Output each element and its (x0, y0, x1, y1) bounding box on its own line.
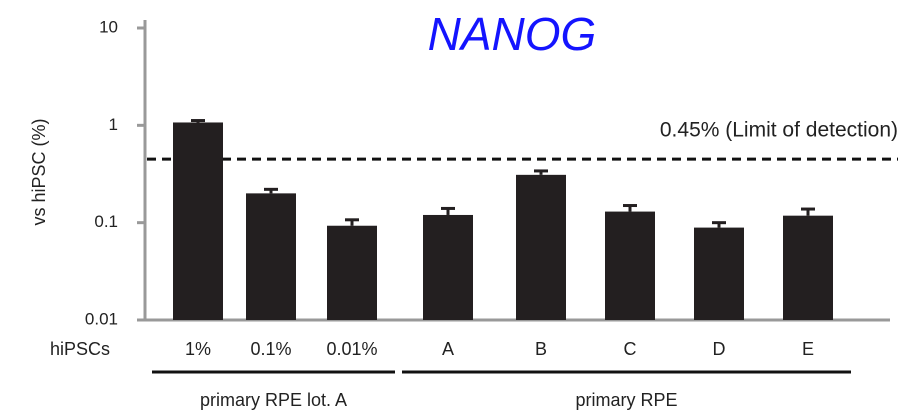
bar (605, 211, 655, 320)
y-tick-label: 1 (109, 115, 118, 134)
group-label: primary RPE (575, 390, 677, 410)
x-tick-label: B (535, 339, 547, 359)
y-axis-label: vs hiPSC (%) (29, 118, 49, 225)
y-tick-label: 0.01 (85, 309, 118, 328)
error-bar (345, 218, 359, 226)
bar (246, 193, 296, 320)
error-bar (191, 119, 205, 123)
bar (327, 225, 377, 320)
threshold-label: 0.45% (Limit of detection) (660, 119, 898, 142)
x-tick-label: 1% (185, 339, 211, 359)
y-tick-label: 10 (99, 17, 118, 36)
error-bar (534, 169, 548, 175)
error-bar (801, 207, 815, 216)
error-bar (441, 206, 455, 215)
x-tick-label: 0.1% (250, 339, 291, 359)
bar (173, 122, 223, 320)
x-tick-label: C (624, 339, 637, 359)
bar (423, 214, 473, 320)
bar (783, 215, 833, 320)
x-axis-label: hiPSCs (50, 339, 110, 359)
error-bar (623, 204, 637, 212)
x-tick-label: A (442, 339, 454, 359)
x-tick-label: 0.01% (326, 339, 377, 359)
x-tick-label: D (713, 339, 726, 359)
bar (694, 227, 744, 320)
x-tick-label: E (802, 339, 814, 359)
error-bar (264, 187, 278, 194)
chart-title: NANOG (428, 8, 597, 60)
error-bar (712, 221, 726, 228)
group-label: primary RPE lot. A (200, 390, 347, 410)
y-tick-label: 0.1 (94, 212, 118, 231)
bar (516, 174, 566, 320)
